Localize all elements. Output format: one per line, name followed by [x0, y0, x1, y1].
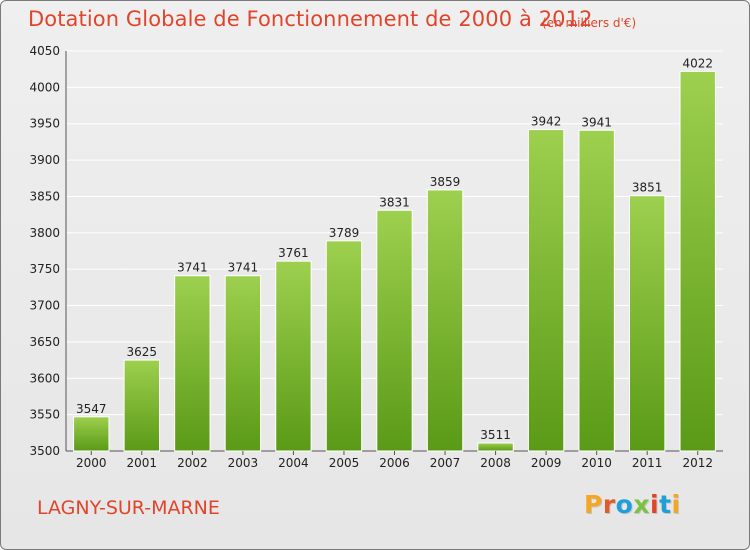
x-tick-label-2003: 2003: [228, 456, 259, 470]
x-tick-label-2010: 2010: [581, 456, 612, 470]
bar-2011: [629, 195, 666, 452]
y-tick-label: 4000: [29, 80, 60, 94]
logo-letter: r: [602, 490, 616, 519]
logo-letter: i: [671, 490, 681, 519]
chart-subtitle: (en milliers d'€): [542, 16, 637, 30]
proxiti-logo: Proxiti: [584, 490, 681, 519]
x-axis-ticks: 2000 2001 2002 2003 2004 2005 2006 2007 2008 2009…: [76, 451, 713, 470]
y-tick-label: 3750: [29, 262, 60, 276]
value-label-2000: 3547: [76, 402, 107, 416]
value-label-2002: 3741: [177, 261, 208, 275]
value-label-2010: 3941: [581, 115, 612, 129]
x-tick-label-2004: 2004: [278, 456, 309, 470]
logo-letter: t: [659, 490, 672, 519]
value-label-2003: 3741: [228, 261, 259, 275]
x-tick-label-2008: 2008: [480, 456, 511, 470]
y-tick-label: 3850: [29, 189, 60, 203]
value-label-2009: 3942: [531, 115, 562, 129]
bar-2012: [679, 70, 716, 452]
value-label-2008: 3511: [480, 428, 511, 442]
value-label-2004: 3761: [278, 246, 309, 260]
y-tick-label: 3950: [29, 117, 60, 131]
y-tick-label: 3550: [29, 408, 60, 422]
bars: [73, 70, 716, 452]
bar-2003: [224, 275, 262, 452]
bar-2008: [477, 442, 514, 452]
x-tick-label-2005: 2005: [329, 456, 360, 470]
x-tick-label-2012: 2012: [682, 456, 713, 470]
logo-letter: P: [584, 490, 603, 519]
y-tick-label: 3500: [29, 444, 60, 458]
bar-2006: [376, 209, 413, 452]
value-label-2011: 3851: [632, 181, 663, 195]
bar-2000: [73, 416, 110, 452]
value-labels: 3547 3625 3741 3741 3761 3789 3831 3859 3511 3942…: [76, 56, 713, 442]
x-tick-label-2009: 2009: [531, 456, 562, 470]
x-tick-label-2011: 2011: [632, 456, 663, 470]
value-label-2001: 3625: [127, 345, 158, 359]
bar-2005: [325, 240, 363, 452]
y-tick-label: 3600: [29, 371, 60, 385]
x-tick-label-2000: 2000: [76, 456, 107, 470]
y-tick-label: 3800: [29, 226, 60, 240]
y-tick-label: 3700: [29, 299, 60, 313]
chart-title: Dotation Globale de Fonctionnement de 20…: [28, 7, 593, 31]
x-tick-label-2006: 2006: [379, 456, 410, 470]
y-tick-label: 3900: [29, 153, 60, 167]
x-tick-label-2001: 2001: [127, 456, 158, 470]
x-tick-label-2002: 2002: [177, 456, 208, 470]
logo-letter: i: [650, 490, 660, 519]
bar-2001: [123, 359, 160, 452]
y-tick-label: 3650: [29, 335, 60, 349]
city-name: LAGNY-SUR-MARNE: [37, 497, 220, 519]
bar-2007: [426, 189, 464, 452]
bar-2010: [578, 129, 615, 452]
y-tick-label: 4050: [29, 44, 60, 58]
logo-letter: o: [615, 490, 634, 519]
value-label-2007: 3859: [430, 175, 461, 189]
bar-2004: [275, 260, 312, 452]
x-tick-label-2007: 2007: [430, 456, 461, 470]
bar-2009: [527, 129, 565, 452]
value-label-2012: 4022: [682, 56, 713, 70]
value-label-2006: 3831: [379, 195, 410, 209]
y-axis-ticks: 3500 3550 3600 3650 3700 3750 3800 3850 3900 3950…: [29, 44, 60, 458]
bar-2002: [174, 275, 211, 452]
logo-letter: x: [633, 490, 650, 519]
value-label-2005: 3789: [329, 226, 360, 240]
